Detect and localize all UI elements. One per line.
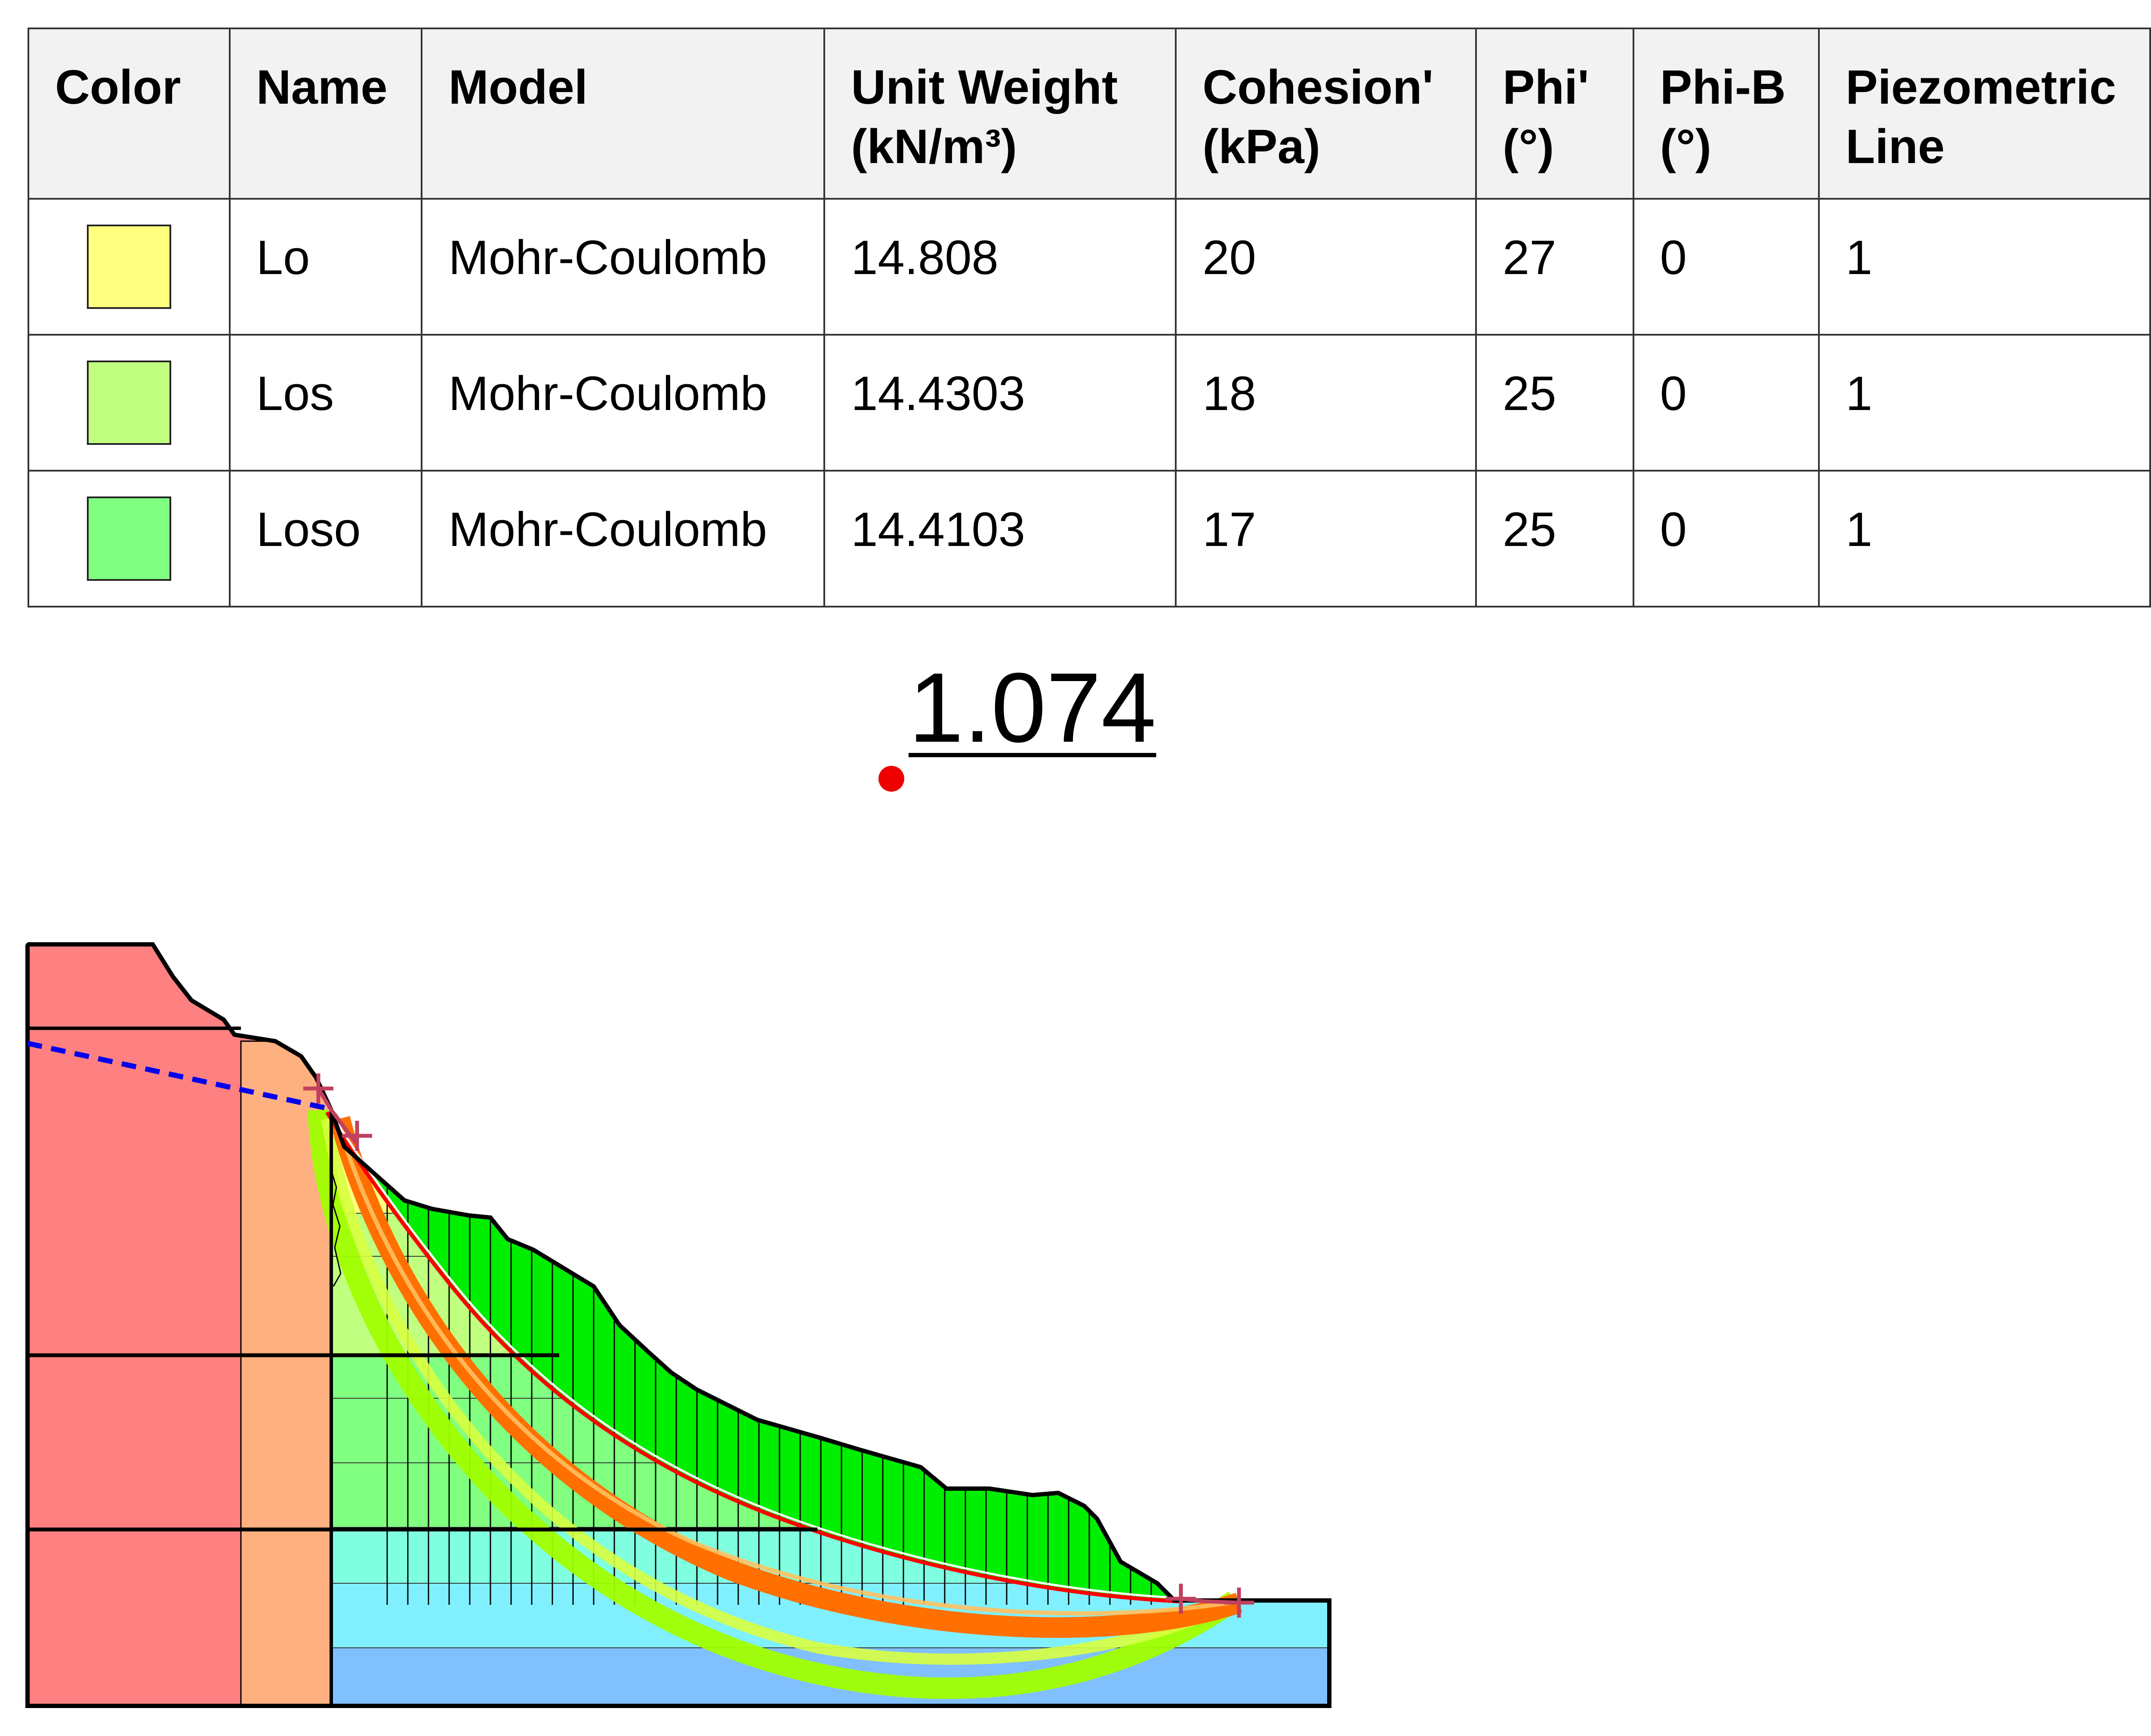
- phi-b-cell: 0: [1632, 470, 1820, 607]
- yellow-green-slip-band: [321, 1118, 1238, 1665]
- green-slip-band: [308, 1110, 1241, 1699]
- unit-weight-cell: 14.808: [823, 198, 1177, 336]
- critical-slip-highlight: [327, 1108, 1179, 1599]
- piezometric-line-cell: 1: [1818, 198, 2151, 336]
- model-cell: Mohr-Coulomb: [421, 334, 826, 472]
- name-cell: Los: [228, 334, 423, 472]
- critical-slip-surface: [325, 1111, 1179, 1603]
- name-cell: Lo: [228, 198, 423, 336]
- header-cohesion: Cohesion' (kPa): [1175, 28, 1477, 200]
- phi-cell: 25: [1475, 470, 1634, 607]
- factor-of-safety-label: 1.074: [909, 652, 1156, 763]
- layer-lo: [331, 1110, 1329, 1213]
- unit-weight-cell: 14.4303: [823, 334, 1177, 472]
- header-unit-weight: Unit Weight (kN/m³): [823, 28, 1177, 200]
- header-piezometric-line: Piezometric Line: [1818, 28, 2151, 200]
- piezometric-line-cell: 1: [1818, 334, 2151, 472]
- table-row: Loso Mohr-Coulomb 14.4103 17 25 0 1: [28, 470, 2151, 607]
- cohesion-cell: 18: [1175, 334, 1477, 472]
- phi-cell: 27: [1475, 198, 1634, 336]
- table-header-row: Color Name Model Unit Weight (kN/m³) Cohe…: [28, 28, 2151, 200]
- light-orange-slip-band: [333, 1113, 1231, 1616]
- name-cell: Loso: [228, 470, 423, 607]
- geometry-outline: [25, 942, 1331, 1708]
- header-name: Name: [228, 28, 423, 200]
- materials-table: Color Name Model Unit Weight (kN/m³) Cohe…: [28, 28, 2151, 607]
- piezometric-line-cell: 1: [1818, 470, 2151, 607]
- color-cell: [28, 198, 231, 336]
- header-phi: Phi' (°): [1475, 28, 1634, 200]
- phi-b-cell: 0: [1632, 334, 1820, 472]
- cohesion-cell: 20: [1175, 198, 1477, 336]
- model-cell: Mohr-Coulomb: [421, 470, 826, 607]
- phi-cell: 25: [1475, 334, 1634, 472]
- phi-b-cell: 0: [1632, 198, 1820, 336]
- wall-detail: [330, 1170, 342, 1287]
- color-swatch: [86, 496, 171, 581]
- trial-slip-surfaces: [308, 1108, 1242, 1699]
- piezometric-line: [27, 1041, 332, 1112]
- color-swatch: [86, 225, 171, 309]
- color-cell: [28, 334, 231, 472]
- model-cell: Mohr-Coulomb: [421, 198, 826, 336]
- cohesion-cell: 17: [1175, 470, 1477, 607]
- ground-surface: [25, 942, 1331, 1708]
- color-swatch: [86, 361, 171, 445]
- entry-exit-markers: [303, 1073, 1254, 1618]
- header-model: Model: [421, 28, 826, 200]
- header-phi-b: Phi-B (°): [1632, 28, 1820, 200]
- color-cell: [28, 470, 231, 607]
- table-row: Lo Mohr-Coulomb 14.808 20 27 0 1: [28, 198, 2151, 336]
- table-row: Los Mohr-Coulomb 14.4303 18 25 0 1: [28, 334, 2151, 472]
- header-color: Color: [28, 28, 231, 200]
- critical-slip-center-point: [878, 766, 904, 792]
- unit-weight-cell: 14.4103: [823, 470, 1177, 607]
